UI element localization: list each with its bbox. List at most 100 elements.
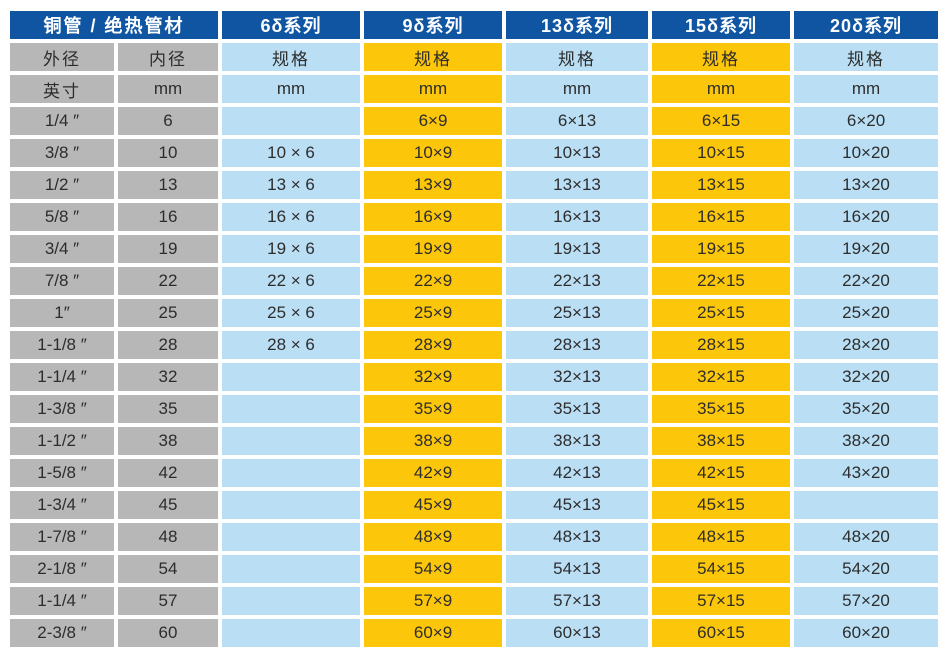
cell-spec-6d: 10 × 6 (222, 139, 361, 167)
cell-spec-20d: 25×20 (794, 299, 939, 327)
cell-spec-15d: 6×15 (652, 107, 791, 135)
cell-spec-9d: 32×9 (364, 363, 503, 391)
cell-spec-20d: 54×20 (794, 555, 939, 583)
cell-outer-diameter-inch: 1/4 ″ (10, 107, 114, 135)
mm-unit-label: mm (118, 75, 219, 103)
cell-spec-15d: 19×15 (652, 235, 791, 263)
series-header-9d: 9δ系列 (364, 11, 503, 39)
mm-unit-6d: mm (222, 75, 361, 103)
cell-spec-6d: 25 × 6 (222, 299, 361, 327)
cell-spec-9d: 48×9 (364, 523, 503, 551)
cell-inner-diameter-mm: 42 (118, 459, 219, 487)
cell-inner-diameter-mm: 10 (118, 139, 219, 167)
cell-spec-13d: 19×13 (506, 235, 649, 263)
cell-spec-13d: 35×13 (506, 395, 649, 423)
cell-spec-13d: 10×13 (506, 139, 649, 167)
series-header-6d: 6δ系列 (222, 11, 361, 39)
cell-outer-diameter-inch: 2-1/8 ″ (10, 555, 114, 583)
inner-diameter-label: 内径 (118, 43, 219, 71)
cell-spec-15d: 38×15 (652, 427, 791, 455)
cell-spec-20d: 19×20 (794, 235, 939, 263)
cell-spec-13d: 32×13 (506, 363, 649, 391)
spec-label-9d: 规格 (364, 43, 503, 71)
table-row: 1-7/8 ″ 48 48×9 48×13 48×15 48×20 (10, 523, 939, 551)
cell-outer-diameter-inch: 1-3/4 ″ (10, 491, 114, 519)
cell-outer-diameter-inch: 1-1/2 ″ (10, 427, 114, 455)
cell-spec-9d: 54×9 (364, 555, 503, 583)
cell-spec-15d: 48×15 (652, 523, 791, 551)
spec-label-20d: 规格 (794, 43, 939, 71)
cell-spec-9d: 57×9 (364, 587, 503, 615)
cell-outer-diameter-inch: 1-3/8 ″ (10, 395, 114, 423)
mm-unit-15d: mm (652, 75, 791, 103)
cell-spec-15d: 57×15 (652, 587, 791, 615)
table-row: 1/2 ″ 13 13 × 6 13×9 13×13 13×15 13×20 (10, 171, 939, 199)
cell-spec-20d: 6×20 (794, 107, 939, 135)
cell-outer-diameter-inch: 5/8 ″ (10, 203, 114, 231)
cell-spec-15d: 13×15 (652, 171, 791, 199)
cell-outer-diameter-inch: 2-3/8 ″ (10, 619, 114, 647)
cell-spec-15d: 60×15 (652, 619, 791, 647)
cell-spec-15d: 32×15 (652, 363, 791, 391)
table-row: 1-1/4 ″ 32 32×9 32×13 32×15 32×20 (10, 363, 939, 391)
cell-outer-diameter-inch: 1″ (10, 299, 114, 327)
table-body: 1/4 ″ 6 6×9 6×13 6×15 6×20 3/8 ″ 10 10 × 6 10×9 10… (10, 107, 939, 647)
cell-spec-15d: 42×15 (652, 459, 791, 487)
cell-spec-15d: 35×15 (652, 395, 791, 423)
table-row: 7/8 ″ 22 22 × 6 22×9 22×13 22×15 22×20 (10, 267, 939, 295)
cell-spec-6d (222, 619, 361, 647)
cell-spec-9d: 45×9 (364, 491, 503, 519)
cell-inner-diameter-mm: 45 (118, 491, 219, 519)
cell-spec-6d (222, 491, 361, 519)
cell-spec-13d: 38×13 (506, 427, 649, 455)
series-header-13d: 13δ系列 (506, 11, 649, 39)
cell-inner-diameter-mm: 13 (118, 171, 219, 199)
cell-spec-6d: 13 × 6 (222, 171, 361, 199)
cell-spec-13d: 57×13 (506, 587, 649, 615)
cell-inner-diameter-mm: 25 (118, 299, 219, 327)
cell-spec-13d: 54×13 (506, 555, 649, 583)
cell-spec-13d: 48×13 (506, 523, 649, 551)
cell-spec-6d (222, 395, 361, 423)
cell-outer-diameter-inch: 1-1/8 ″ (10, 331, 114, 359)
spec-label-6d: 规格 (222, 43, 361, 71)
cell-spec-6d (222, 363, 361, 391)
cell-spec-20d: 43×20 (794, 459, 939, 487)
inch-unit-label: 英寸 (10, 75, 114, 103)
table-row: 1-1/4 ″ 57 57×9 57×13 57×15 57×20 (10, 587, 939, 615)
table-row: 1″ 25 25 × 6 25×9 25×13 25×15 25×20 (10, 299, 939, 327)
cell-outer-diameter-inch: 1-5/8 ″ (10, 459, 114, 487)
cell-spec-6d: 28 × 6 (222, 331, 361, 359)
cell-inner-diameter-mm: 22 (118, 267, 219, 295)
cell-inner-diameter-mm: 38 (118, 427, 219, 455)
spec-label-13d: 规格 (506, 43, 649, 71)
units-row: 英寸 mm mm mm mm mm mm (10, 75, 939, 103)
cell-spec-9d: 6×9 (364, 107, 503, 135)
cell-spec-15d: 10×15 (652, 139, 791, 167)
cell-spec-20d: 22×20 (794, 267, 939, 295)
spec-label-15d: 规格 (652, 43, 791, 71)
cell-outer-diameter-inch: 1-7/8 ″ (10, 523, 114, 551)
cell-spec-13d: 25×13 (506, 299, 649, 327)
mm-unit-9d: mm (364, 75, 503, 103)
cell-inner-diameter-mm: 28 (118, 331, 219, 359)
cell-outer-diameter-inch: 1-1/4 ″ (10, 587, 114, 615)
cell-spec-9d: 16×9 (364, 203, 503, 231)
cell-spec-15d: 16×15 (652, 203, 791, 231)
cell-spec-9d: 42×9 (364, 459, 503, 487)
cell-inner-diameter-mm: 57 (118, 587, 219, 615)
cell-inner-diameter-mm: 54 (118, 555, 219, 583)
series-header-20d: 20δ系列 (794, 11, 939, 39)
table-row: 1-1/2 ″ 38 38×9 38×13 38×15 38×20 (10, 427, 939, 455)
cell-outer-diameter-inch: 3/8 ″ (10, 139, 114, 167)
table-row: 3/8 ″ 10 10 × 6 10×9 10×13 10×15 10×20 (10, 139, 939, 167)
cell-inner-diameter-mm: 48 (118, 523, 219, 551)
cell-spec-6d (222, 587, 361, 615)
cell-spec-13d: 16×13 (506, 203, 649, 231)
table-row: 2-3/8 ″ 60 60×9 60×13 60×15 60×20 (10, 619, 939, 647)
cell-spec-20d: 10×20 (794, 139, 939, 167)
mm-unit-20d: mm (794, 75, 939, 103)
cell-spec-15d: 22×15 (652, 267, 791, 295)
cell-outer-diameter-inch: 3/4 ″ (10, 235, 114, 263)
